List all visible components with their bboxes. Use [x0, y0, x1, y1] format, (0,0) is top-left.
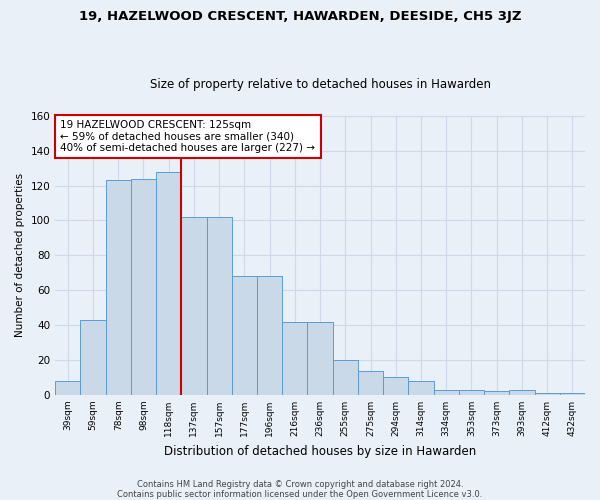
Bar — [383, 378, 409, 395]
Text: Contains public sector information licensed under the Open Government Licence v3: Contains public sector information licen… — [118, 490, 482, 499]
Bar — [560, 393, 585, 395]
Bar — [80, 320, 106, 395]
Bar — [459, 390, 484, 395]
Bar — [106, 180, 131, 395]
Text: 19, HAZELWOOD CRESCENT, HAWARDEN, DEESIDE, CH5 3JZ: 19, HAZELWOOD CRESCENT, HAWARDEN, DEESID… — [79, 10, 521, 23]
Y-axis label: Number of detached properties: Number of detached properties — [15, 174, 25, 338]
Bar — [181, 217, 206, 395]
Bar — [206, 217, 232, 395]
Bar — [484, 392, 509, 395]
Title: Size of property relative to detached houses in Hawarden: Size of property relative to detached ho… — [149, 78, 491, 91]
Bar — [232, 276, 257, 395]
Bar — [307, 322, 332, 395]
Bar — [131, 178, 156, 395]
Bar — [535, 393, 560, 395]
Text: 19 HAZELWOOD CRESCENT: 125sqm
← 59% of detached houses are smaller (340)
40% of : 19 HAZELWOOD CRESCENT: 125sqm ← 59% of d… — [61, 120, 316, 153]
Bar — [409, 381, 434, 395]
Bar — [156, 172, 181, 395]
Bar — [434, 390, 459, 395]
Bar — [358, 370, 383, 395]
X-axis label: Distribution of detached houses by size in Hawarden: Distribution of detached houses by size … — [164, 444, 476, 458]
Bar — [257, 276, 282, 395]
Bar — [282, 322, 307, 395]
Bar — [332, 360, 358, 395]
Bar — [55, 381, 80, 395]
Text: Contains HM Land Registry data © Crown copyright and database right 2024.: Contains HM Land Registry data © Crown c… — [137, 480, 463, 489]
Bar — [509, 390, 535, 395]
